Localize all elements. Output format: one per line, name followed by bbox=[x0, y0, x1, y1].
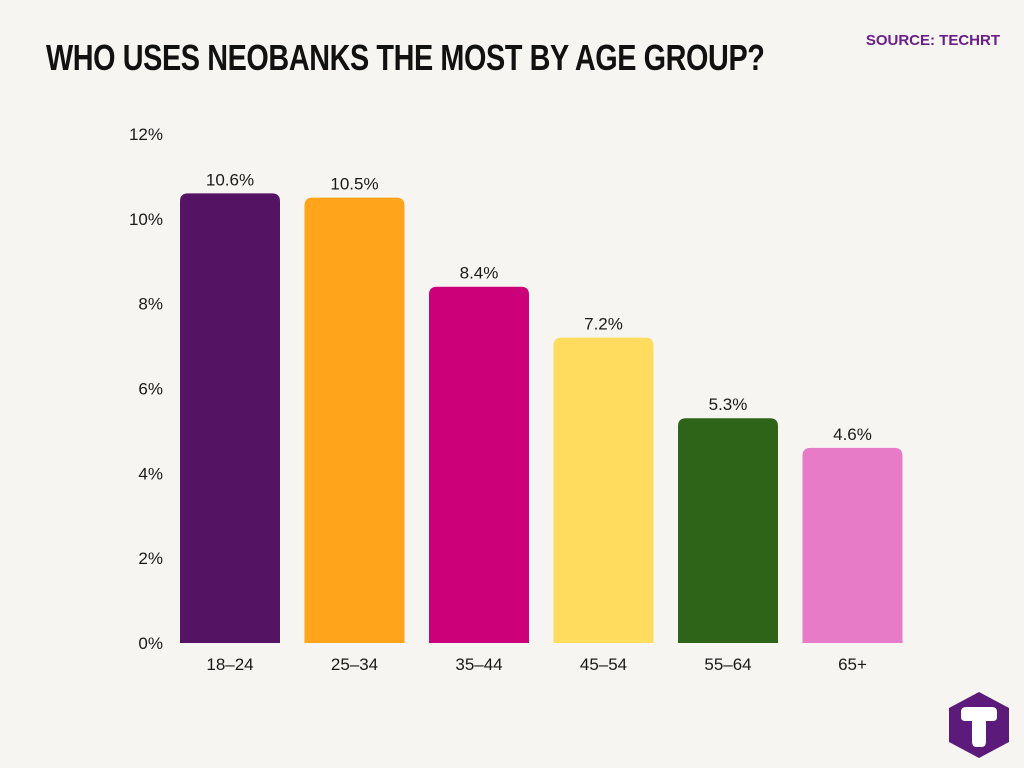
x-tick-label: 25–34 bbox=[331, 655, 378, 674]
chart-title: WHO USES NEOBANKS THE MOST BY AGE GROUP? bbox=[46, 37, 765, 78]
y-tick-label: 2% bbox=[138, 549, 163, 568]
data-label: 5.3% bbox=[709, 395, 748, 414]
y-tick-label: 8% bbox=[138, 295, 163, 314]
x-tick-label: 18–24 bbox=[206, 655, 253, 674]
bar-25–34 bbox=[304, 197, 405, 643]
x-tick-label: 65+ bbox=[838, 655, 867, 674]
y-tick-label: 12% bbox=[129, 125, 163, 144]
bar-18–24 bbox=[180, 193, 280, 643]
bar-55–64 bbox=[678, 418, 778, 643]
data-label: 4.6% bbox=[833, 425, 872, 444]
x-tick-label: 35–44 bbox=[455, 655, 502, 674]
data-label: 10.6% bbox=[206, 170, 254, 189]
y-tick-label: 6% bbox=[138, 380, 163, 399]
data-label: 10.5% bbox=[330, 175, 378, 194]
techrt-logo-icon bbox=[949, 692, 1009, 758]
bar-65+ bbox=[802, 447, 903, 643]
bar-35–44 bbox=[429, 286, 529, 643]
data-label: 8.4% bbox=[460, 264, 499, 283]
bar-45–54 bbox=[553, 337, 654, 643]
source-label: SOURCE: TECHRT bbox=[865, 32, 1000, 49]
y-tick-label: 4% bbox=[138, 464, 163, 483]
data-label: 7.2% bbox=[584, 315, 623, 334]
y-tick-label: 10% bbox=[129, 210, 163, 229]
x-tick-label: 55–64 bbox=[704, 655, 751, 674]
y-tick-label: 0% bbox=[138, 634, 163, 653]
x-tick-label: 45–54 bbox=[580, 655, 627, 674]
